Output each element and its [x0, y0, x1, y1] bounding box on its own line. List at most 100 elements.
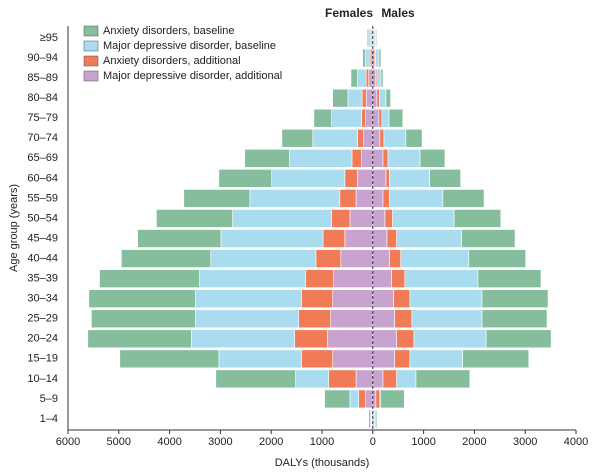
group-label: Males	[381, 6, 415, 20]
bar-segment	[379, 88, 387, 108]
bar-segment	[295, 369, 329, 389]
bar-segment	[372, 229, 388, 248]
group-label: Females	[325, 6, 373, 20]
bar-segment	[355, 369, 374, 389]
bar-segment	[199, 269, 307, 288]
bar-segment	[393, 289, 411, 308]
bar-segment	[376, 68, 382, 88]
bar-segment	[391, 269, 406, 288]
x-tick-label: 5000	[107, 436, 131, 448]
y-tick-label: 55–59	[27, 192, 58, 204]
bar-segment	[382, 189, 390, 208]
y-tick-label: 45–49	[27, 232, 58, 244]
bar-segment	[357, 128, 364, 148]
bar-segment	[313, 108, 332, 128]
legend-label: Major depressive disorder, additional	[103, 70, 282, 82]
bar-segment	[363, 128, 374, 148]
y-tick-label: 5–9	[40, 393, 58, 405]
bar-segment	[382, 149, 389, 168]
bar-segment	[218, 169, 273, 188]
bar-segment	[344, 229, 374, 248]
bar-segment	[372, 108, 380, 128]
bar-segment	[362, 48, 366, 68]
bar-segment	[372, 349, 395, 369]
bar-segment	[380, 68, 384, 88]
bar-segment	[220, 229, 324, 248]
y-tick-label: 15–19	[27, 353, 58, 365]
bar-segment	[232, 209, 332, 228]
bar-segment	[375, 389, 381, 409]
bar-segment	[382, 369, 397, 389]
bar-segment	[372, 329, 397, 349]
bar-segment	[485, 329, 552, 349]
bar-segment	[372, 169, 387, 188]
bar-segment	[365, 88, 374, 108]
bar-segment	[351, 149, 362, 168]
bar-segment	[364, 48, 370, 68]
bar-segment	[372, 128, 381, 148]
bar-segment	[375, 409, 378, 429]
y-tick-label: 35–39	[27, 273, 58, 285]
bar-segment	[381, 108, 390, 128]
x-axis-label: DALYs (thousands)	[275, 457, 370, 469]
bar-segment	[386, 229, 397, 248]
bar-segment	[389, 189, 444, 208]
y-tick-label: 80–84	[27, 92, 58, 104]
bar-segment	[340, 249, 374, 268]
bar-segment	[468, 249, 527, 268]
bar-segment	[218, 349, 302, 369]
y-tick-label: 1–4	[40, 413, 58, 425]
bar-segment	[99, 269, 200, 288]
x-tick-label: 1000	[310, 436, 334, 448]
bar-segment	[361, 88, 367, 108]
bar-segment	[368, 409, 371, 429]
x-tick-label: 3000	[208, 436, 232, 448]
bar-segment	[87, 329, 192, 349]
y-tick-label: 75–79	[27, 112, 58, 124]
bar-segment	[137, 229, 222, 248]
bar-segment	[392, 209, 455, 228]
bar-segment	[333, 269, 374, 288]
bar-segment	[349, 389, 359, 409]
bar-segment	[462, 349, 530, 369]
bar-segment	[332, 289, 374, 308]
bar-segment	[396, 329, 415, 349]
bar-segment	[344, 169, 358, 188]
bar-segment	[215, 369, 296, 389]
bar-segment	[332, 88, 349, 108]
bar-segment	[289, 149, 353, 168]
bar-segment	[322, 229, 346, 248]
bar-segment	[365, 68, 370, 88]
bar-segment	[368, 28, 372, 48]
bar-segment	[411, 309, 483, 329]
x-tick-label: 4000	[564, 436, 588, 448]
x-tick-label: 1000	[411, 436, 435, 448]
bar-segment	[442, 189, 485, 208]
bar-segment	[461, 229, 516, 248]
bar-segment	[315, 249, 342, 268]
x-tick-label: 3000	[513, 436, 537, 448]
bar-segment	[298, 309, 331, 329]
legend-swatch	[83, 40, 99, 52]
bar-segment	[385, 88, 391, 108]
bar-segment	[365, 108, 374, 128]
bar-segment	[383, 128, 407, 148]
bar-segment	[405, 128, 423, 148]
bar-segment	[312, 128, 358, 148]
bar-segment	[91, 309, 196, 329]
bar-segment	[378, 108, 383, 128]
bar-segment	[195, 309, 299, 329]
legend-label: Anxiety disorders, baseline	[103, 25, 234, 37]
x-tick-label: 4000	[157, 436, 181, 448]
bar-segment	[183, 189, 251, 208]
legend-swatch	[83, 55, 99, 67]
bar-segment	[324, 389, 351, 409]
legend-swatch	[83, 25, 99, 37]
y-tick-label: 60–64	[27, 172, 58, 184]
bar-segment	[119, 349, 220, 369]
bar-segment	[357, 68, 367, 88]
bar-segment	[372, 289, 394, 308]
bar-segment	[380, 389, 405, 409]
y-tick-label: 40–44	[27, 252, 58, 264]
